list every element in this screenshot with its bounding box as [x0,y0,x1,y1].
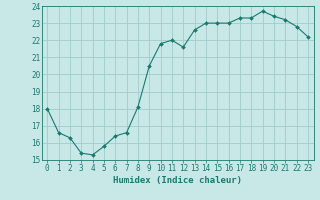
X-axis label: Humidex (Indice chaleur): Humidex (Indice chaleur) [113,176,242,185]
